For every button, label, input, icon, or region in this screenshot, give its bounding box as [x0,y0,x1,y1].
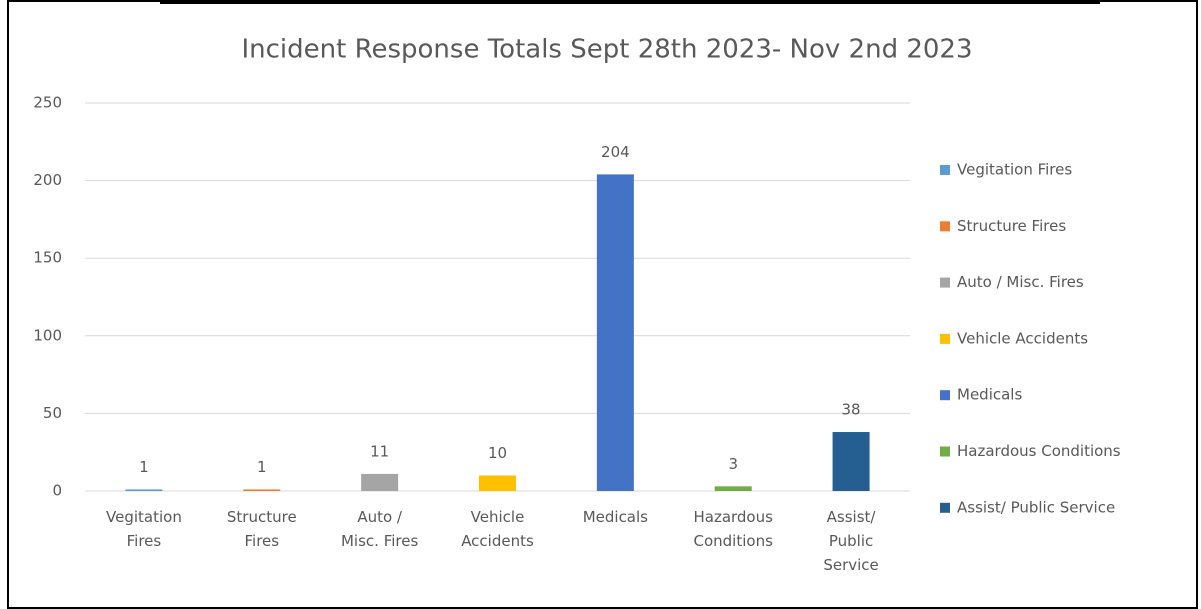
bar [243,489,281,491]
legend-swatch [940,165,950,175]
y-tick-label: 100 [33,326,62,344]
legend-swatch [940,221,950,232]
legend-label: Assist/ Public Service [957,498,1115,516]
legend-swatch [940,446,950,457]
bar [479,475,516,491]
data-label: 38 [842,401,861,419]
data-label: 10 [488,444,507,462]
legend-swatch [940,333,950,344]
y-tick-label: 200 [33,171,62,189]
x-tick-label: Medicals [583,508,648,526]
x-tick-label: Structure Fires [227,508,297,550]
legend-swatch [940,277,950,288]
data-label: 204 [601,143,630,161]
data-label: 1 [139,458,149,476]
bar [125,489,163,491]
legend-label: Vehicle Accidents [957,329,1088,347]
x-tick-label: Assist/Public Service [823,508,878,574]
legend-swatch [940,390,950,401]
legend-label: Medicals [957,386,1022,404]
data-label: 3 [728,455,738,473]
chart-title: Incident Response Totals Sept 28th 2023-… [241,35,972,65]
x-tick-label: Vegitation Fires [106,508,182,550]
legend-label: Hazardous Conditions [957,442,1121,460]
x-tick-label: Vehicle Accidents [461,508,534,550]
bar [596,174,634,491]
data-label: 11 [370,442,389,460]
legend-label: Structure Fires [957,217,1066,235]
y-tick-label: 50 [43,404,62,422]
x-tick-label: Hazardous Conditions [693,508,773,550]
legend-label: Vegitation Fires [957,161,1072,179]
x-tick-label: Auto / Misc. Fires [341,508,418,550]
bar [714,486,752,491]
y-tick-label: 150 [33,249,62,267]
y-tick-label: 250 [33,94,62,112]
bar [832,432,870,491]
bar [361,473,399,491]
data-label: 1 [257,458,267,476]
legend-label: Auto / Misc. Fires [957,273,1084,291]
y-tick-label: 0 [52,482,62,500]
legend-swatch [940,502,950,513]
